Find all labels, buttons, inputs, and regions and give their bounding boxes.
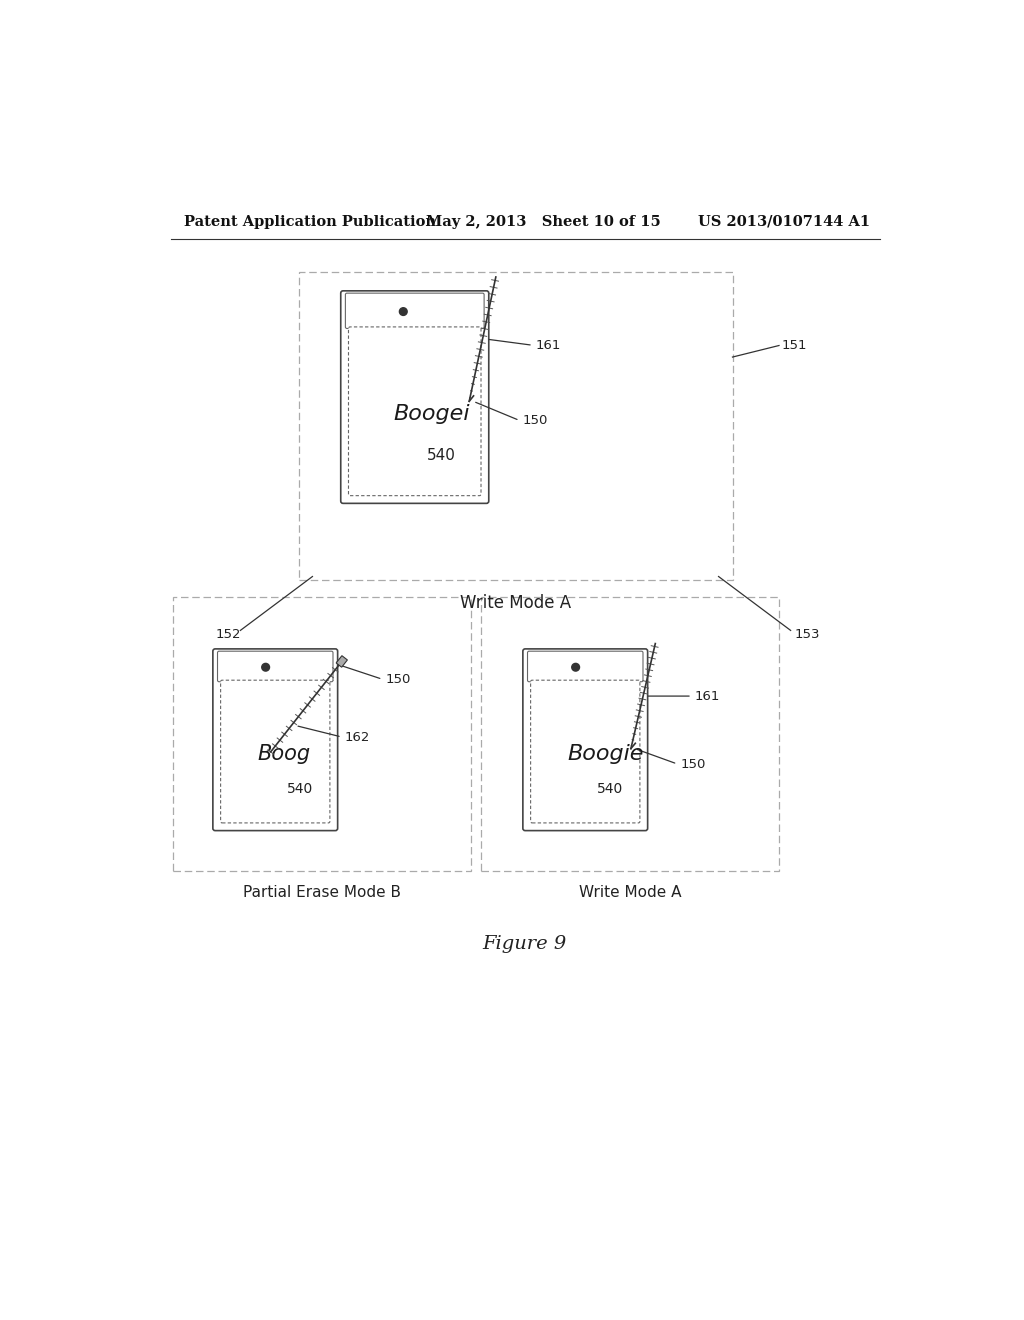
FancyBboxPatch shape [530, 680, 640, 822]
Text: 153: 153 [795, 628, 820, 640]
Circle shape [571, 664, 580, 671]
FancyBboxPatch shape [220, 680, 330, 822]
Circle shape [399, 308, 408, 315]
Text: 162: 162 [345, 730, 371, 743]
Text: Write Mode A: Write Mode A [579, 884, 681, 899]
FancyBboxPatch shape [527, 651, 643, 681]
Text: US 2013/0107144 A1: US 2013/0107144 A1 [697, 215, 869, 228]
Text: 540: 540 [597, 783, 624, 796]
Text: 151: 151 [781, 339, 807, 352]
FancyBboxPatch shape [341, 290, 488, 503]
Text: 540: 540 [426, 447, 456, 463]
Bar [173, 597, 471, 871]
Text: 150: 150 [681, 758, 706, 771]
Text: 150: 150 [522, 414, 548, 426]
Text: Boogei: Boogei [393, 404, 470, 424]
Text: Figure 9: Figure 9 [482, 935, 567, 953]
Text: Boog: Boog [257, 744, 310, 764]
Text: Write Mode A: Write Mode A [460, 594, 571, 612]
FancyBboxPatch shape [213, 649, 338, 830]
Text: 161: 161 [536, 339, 561, 352]
Bar [480, 597, 779, 871]
Polygon shape [336, 656, 347, 667]
FancyBboxPatch shape [523, 649, 647, 830]
Text: 152: 152 [216, 628, 241, 640]
Circle shape [262, 664, 269, 671]
Bar [299, 272, 732, 581]
Text: 540: 540 [287, 783, 313, 796]
FancyBboxPatch shape [345, 293, 484, 329]
Text: Boogie: Boogie [567, 744, 644, 764]
Text: Patent Application Publication: Patent Application Publication [183, 215, 436, 228]
FancyBboxPatch shape [217, 651, 333, 681]
FancyBboxPatch shape [348, 327, 481, 496]
Text: 161: 161 [695, 689, 721, 702]
Text: 150: 150 [386, 673, 411, 686]
Text: Partial Erase Mode B: Partial Erase Mode B [243, 884, 401, 899]
Text: May 2, 2013   Sheet 10 of 15: May 2, 2013 Sheet 10 of 15 [426, 215, 662, 228]
